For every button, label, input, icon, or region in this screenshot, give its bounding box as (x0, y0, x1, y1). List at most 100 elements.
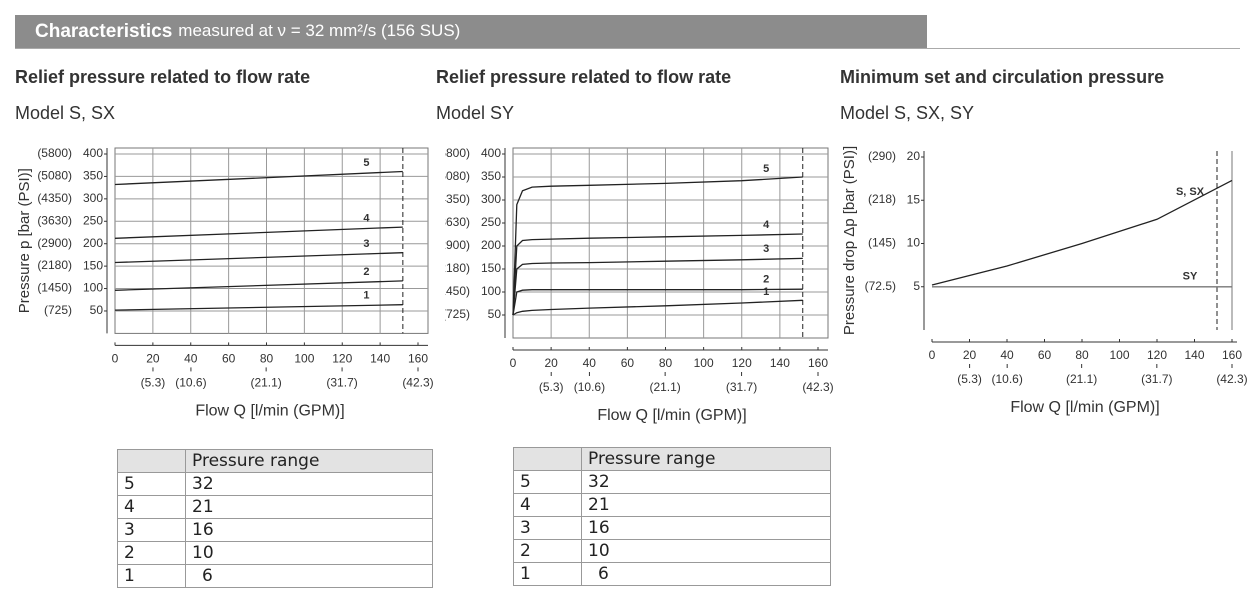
x2-tick-label: (31.7) (1141, 372, 1172, 386)
x2-tick-label: (10.6) (991, 372, 1022, 386)
x2-tick-label: (5.3) (141, 376, 166, 390)
x2-tick-label: (31.7) (726, 380, 757, 394)
y-tick-label: 50 (90, 303, 104, 317)
series-label: 1 (363, 289, 369, 301)
y-tick-label: 5 (913, 279, 920, 293)
x2-tick-label: (5.3) (957, 372, 982, 386)
row-label: 1 (117, 564, 186, 588)
table-row: 4 21 (513, 493, 831, 517)
row-label: 3 (513, 516, 582, 540)
y-axis-label: Pressure p [bar (PSI)] (16, 168, 33, 313)
table-header-row: Pressure range (513, 447, 831, 471)
x2-tick-label: (31.7) (326, 376, 357, 390)
y2-tick-label: (5080) (37, 168, 72, 182)
x-tick-label: 120 (732, 356, 752, 370)
y-tick-label: 20 (907, 149, 921, 163)
row-label: 1 (513, 562, 582, 586)
row-value: 21 (581, 493, 831, 517)
series-label: 5 (363, 157, 369, 169)
x-tick-label: 100 (294, 352, 314, 366)
y2-tick-label: (5080) (435, 169, 470, 183)
table-header-row: Pressure range (117, 449, 433, 473)
psi-labels: (725) (1450) (2180) (2900) (3630) (4350) (5080… (37, 146, 72, 317)
x-tick-label: 120 (332, 352, 352, 366)
x2-tick-label: (42.3) (802, 380, 833, 394)
y-tick-label: 50 (488, 307, 502, 321)
x2-tick-label: (5.3) (539, 380, 564, 394)
row-value: 21 (185, 495, 433, 519)
series-label: 2 (363, 266, 369, 278)
series-label: 4 (363, 212, 370, 224)
x-tick-label: 60 (621, 356, 635, 370)
x-axis-label: Flow Q [l/min (GPM)] (195, 403, 344, 420)
y2-tick-label: (5800) (37, 146, 72, 160)
series-label: 3 (363, 238, 369, 250)
x2-tick-label: (21.1) (649, 380, 680, 394)
chart: Relief pressure related to flow rate Mode… (435, 67, 834, 424)
series-line (114, 304, 403, 311)
row-value: 10 (581, 539, 831, 563)
y-tick-label: 250 (83, 213, 103, 227)
y2-tick-label: (72.5) (865, 279, 896, 293)
y-tick-label: 10 (907, 236, 921, 250)
series-label: 4 (763, 219, 770, 231)
y2-tick-label: (218) (868, 192, 896, 206)
table-row: 3 16 (117, 518, 433, 542)
series-line (512, 233, 803, 316)
header-text: Characteristics measured at ν = 32 mm²/s … (35, 21, 460, 42)
y-tick-label: 300 (83, 191, 103, 205)
row-label: 5 (117, 472, 186, 496)
y-tick-label: 200 (481, 238, 501, 252)
x-tick-label: 100 (1109, 348, 1129, 362)
y-tick-label: 100 (481, 284, 501, 298)
table: Pressure range 5 32 4 21 3 16 2 10 1 6 (117, 449, 433, 588)
x-tick-label: 60 (1038, 348, 1052, 362)
table-row: 4 21 (117, 495, 433, 519)
table-row: 5 32 (117, 472, 433, 496)
y2-tick-label: (5800) (435, 146, 470, 160)
y2-tick-label: (3630) (37, 213, 72, 227)
y2-tick-label: (2180) (435, 261, 470, 275)
plot-frame (114, 147, 429, 334)
x-axis-label: Flow Q [l/min (GPM)] (1010, 399, 1159, 416)
x-tick-label: 160 (808, 356, 828, 370)
row-label: 5 (513, 470, 582, 494)
y-axis-label: Pressure drop Δp [bar (PSI)] (841, 146, 858, 335)
chart-subtitle: Model SY (436, 103, 514, 123)
y2-tick-label: (2180) (37, 258, 72, 272)
x-tick-label: 160 (1222, 348, 1242, 362)
table-corner (513, 447, 582, 471)
series-line (512, 288, 803, 316)
row-value: 16 (185, 518, 433, 542)
y-tick-label: 400 (83, 146, 103, 160)
header-bar (15, 15, 927, 48)
chart-subtitle: Model S, SX (15, 103, 115, 123)
series-line (512, 176, 803, 316)
x2-tick-label: (10.6) (574, 380, 605, 394)
x-tick-label: 0 (510, 356, 517, 370)
y-tick-label: 200 (83, 236, 103, 250)
x-tick-label: 20 (963, 348, 977, 362)
chart-title: Relief pressure related to flow rate (436, 67, 731, 87)
x2-tick-label: (21.1) (250, 376, 281, 390)
y2-tick-label: (290) (868, 149, 896, 163)
psi-labels: (725) (1450) (2180) (2900) (3630) (4350) (5080… (435, 146, 470, 321)
x2-tick-label: (21.1) (1066, 372, 1097, 386)
row-label: 3 (117, 518, 186, 542)
x-tick-label: 40 (184, 352, 198, 366)
series-label: 5 (763, 163, 769, 175)
series-line (114, 170, 403, 186)
series-line (512, 299, 803, 316)
table-header: Pressure range (581, 447, 831, 471)
y-tick-label: 150 (481, 261, 501, 275)
x-tick-label: 60 (222, 352, 236, 366)
x-tick-label: 40 (1000, 348, 1014, 362)
header-title: Characteristics (35, 21, 172, 42)
x-tick-label: 80 (1075, 348, 1089, 362)
y2-tick-label: (1450) (37, 281, 72, 295)
psi-labels: (72.5) (145) (218) (290) (865, 149, 896, 293)
